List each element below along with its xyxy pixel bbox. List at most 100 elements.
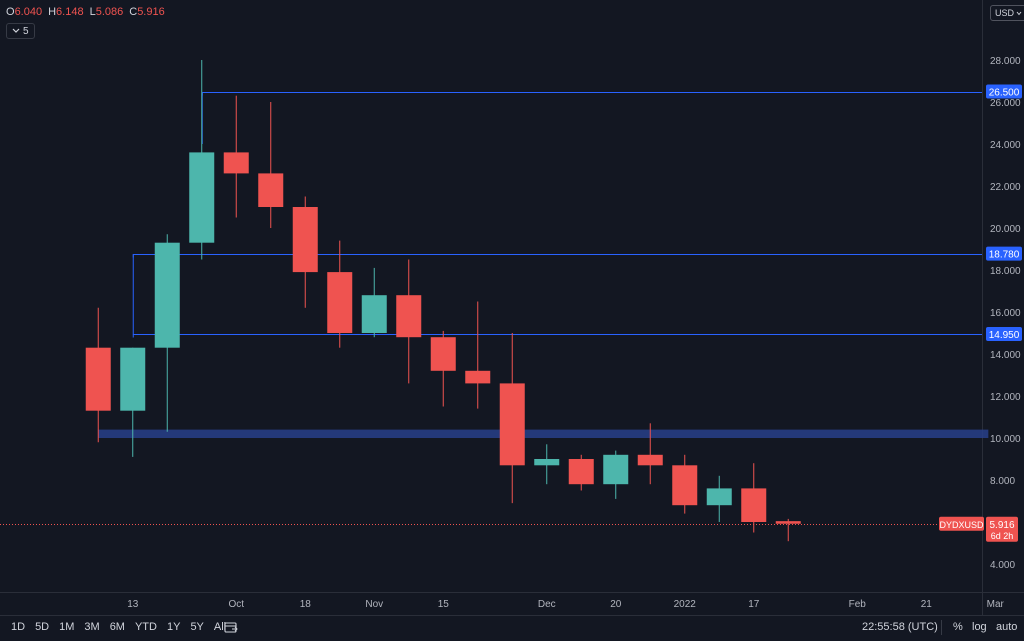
currency-selector[interactable]: USD (990, 5, 1024, 21)
auto-scale-toggle[interactable]: auto (996, 621, 1018, 633)
range-button[interactable]: All (213, 621, 227, 633)
indicators-count: 5 (23, 25, 29, 37)
candle-body (154, 242, 180, 348)
y-tick-label: 14.000 (990, 350, 1021, 361)
bar-countdown-label: 6d 2h (991, 531, 1014, 541)
symbol-tag (939, 516, 984, 531)
range-button[interactable]: 5Y (190, 621, 204, 633)
toolbar-divider (941, 620, 942, 635)
x-tick-label: Oct (228, 599, 244, 610)
x-tick-label: Feb (849, 599, 867, 610)
x-tick-label: 20 (610, 599, 622, 610)
range-button[interactable]: YTD (134, 621, 157, 633)
candle[interactable] (706, 475, 732, 522)
level-price-label: 14.950 (989, 330, 1020, 341)
level-price-tag (986, 327, 1022, 342)
candle[interactable] (775, 518, 801, 542)
candle[interactable] (154, 234, 180, 432)
log-scale-toggle[interactable]: log (972, 621, 987, 633)
candle[interactable] (568, 454, 594, 491)
range-button[interactable]: 6M (109, 621, 125, 633)
candle-body (361, 295, 387, 333)
candle[interactable] (327, 240, 353, 348)
level-price-label: 18.780 (989, 250, 1020, 261)
candle[interactable] (120, 347, 146, 457)
percent-scale-toggle[interactable]: % (953, 621, 963, 633)
candle[interactable] (292, 196, 318, 308)
candle-body (189, 152, 215, 243)
chevron-down-icon (1016, 11, 1022, 15)
candle[interactable] (396, 259, 422, 384)
range-button[interactable]: 1M (59, 621, 75, 633)
candle-body (568, 459, 594, 485)
range-button[interactable]: 3M (84, 621, 100, 633)
ohlc-close: C5.916 (129, 6, 165, 18)
candle[interactable] (741, 463, 767, 533)
candle-body (396, 295, 422, 338)
y-tick-label: 20.000 (990, 224, 1021, 235)
y-tick-label: 28.000 (990, 56, 1021, 67)
indicators-toggle-button[interactable]: 5 (6, 23, 35, 39)
candle-body (499, 383, 525, 466)
ohlc-high: H6.148 (48, 6, 84, 18)
bottom-toolbar: 1D 5D 1M 3M 6M YTD 1Y 5Y All 22:55:58 (U… (0, 615, 1024, 641)
x-tick-label: Mar (987, 599, 1005, 610)
level-price-tag (986, 246, 1022, 261)
x-tick-label: 13 (127, 599, 139, 610)
level-price-tag (986, 84, 1022, 99)
candle-body (672, 465, 698, 506)
candle[interactable] (430, 330, 456, 407)
candle-body (223, 152, 249, 174)
y-tick-label: 16.000 (990, 308, 1021, 319)
candle-body (741, 488, 767, 522)
candle-body (120, 347, 146, 411)
chevron-down-icon (12, 28, 20, 33)
candle[interactable] (603, 450, 629, 499)
range-button[interactable]: 1D (11, 621, 26, 633)
candle[interactable] (499, 333, 525, 504)
candle[interactable] (85, 307, 111, 443)
candle-body (775, 521, 801, 524)
candle[interactable] (465, 301, 491, 409)
last-price-label: 5.916 (989, 520, 1014, 531)
x-tick-label: 17 (748, 599, 760, 610)
y-tick-label: 10.000 (990, 434, 1021, 445)
candle-body (430, 337, 456, 371)
x-tick-label: 15 (438, 599, 450, 610)
last-price-tag (986, 516, 1018, 542)
ohlc-open: O6.040 (6, 6, 43, 18)
candle-body (534, 459, 560, 466)
utc-clock[interactable]: 22:55:58 (UTC) (862, 621, 938, 633)
support-zone[interactable] (98, 429, 989, 438)
y-tick-label: 22.000 (990, 182, 1021, 193)
date-range-buttons: 1D 5D 1M 3M 6M YTD 1Y 5Y All (6, 621, 231, 633)
candle-body (637, 454, 663, 466)
candle[interactable] (637, 423, 663, 485)
candle[interactable] (189, 60, 215, 260)
range-button[interactable]: 5D (35, 621, 50, 633)
y-tick-label: 24.000 (990, 140, 1021, 151)
candle-body (603, 454, 629, 485)
date-range-picker-icon[interactable] (224, 621, 238, 634)
x-tick-label: 18 (300, 599, 312, 610)
candle-body (327, 272, 353, 333)
y-tick-label: 8.000 (990, 476, 1015, 487)
x-tick-label: 21 (921, 599, 933, 610)
candle[interactable] (361, 267, 387, 338)
candle[interactable] (223, 95, 249, 218)
ohlc-legend: O6.040 H6.148 L5.086 C5.916 (6, 6, 165, 18)
candle-body (258, 173, 284, 207)
y-tick-label: 12.000 (990, 392, 1021, 403)
candle[interactable] (534, 444, 560, 485)
price-chart[interactable]: 4.0006.0008.00010.00012.00014.00016.0001… (0, 0, 1024, 615)
candle-body (292, 207, 318, 273)
x-tick-label: 2022 (674, 599, 697, 610)
y-tick-label: 26.000 (990, 98, 1021, 109)
candle-body (465, 370, 491, 384)
x-tick-label: Dec (538, 599, 556, 610)
range-button[interactable]: 1Y (166, 621, 181, 633)
candle[interactable] (258, 102, 284, 228)
symbol-label: DYDXUSD (939, 520, 984, 530)
candle[interactable] (672, 454, 698, 514)
candle-body (706, 488, 732, 506)
